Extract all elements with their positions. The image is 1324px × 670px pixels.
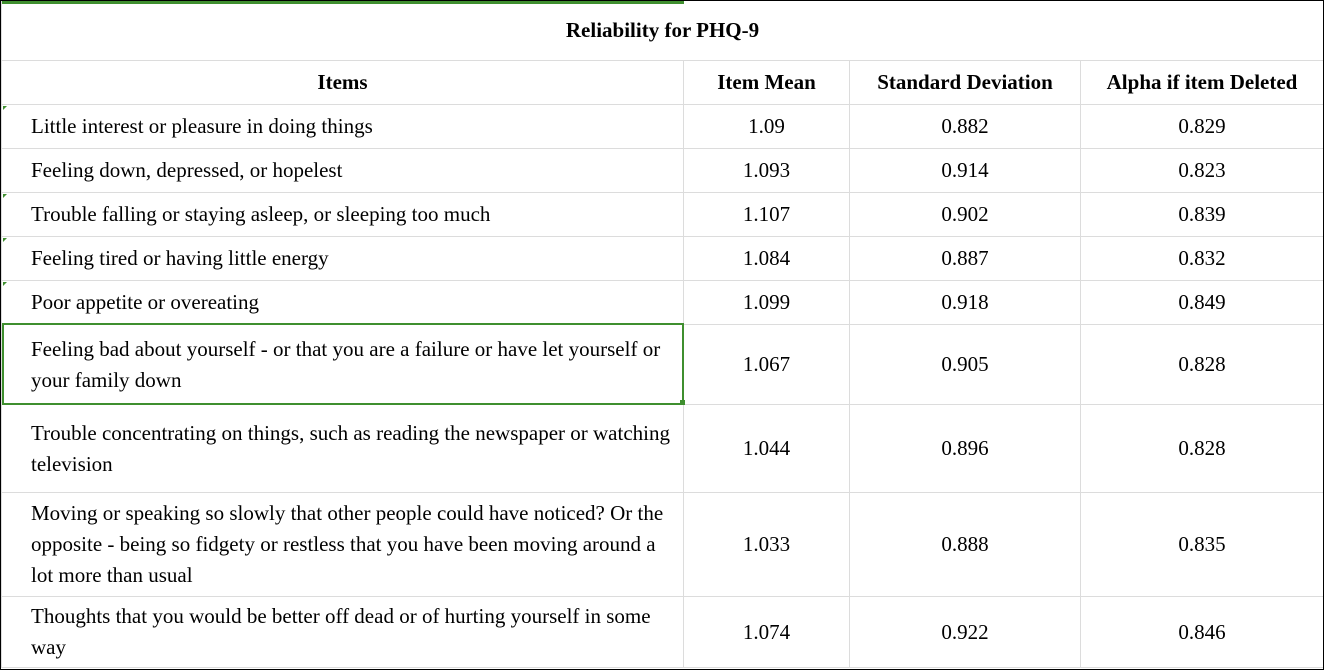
alpha-cell[interactable]: 0.828	[1079, 404, 1323, 493]
item-text: Little interest or pleasure in doing thi…	[31, 114, 373, 138]
table-row: Little interest or pleasure in doing thi…	[1, 104, 1323, 149]
alpha-cell[interactable]: 0.839	[1079, 192, 1323, 237]
sd-cell[interactable]: 0.888	[849, 492, 1081, 597]
mean-cell[interactable]: 1.033	[683, 492, 850, 597]
item-text: Moving or speaking so slowly that other …	[31, 501, 664, 587]
comment-marker-icon	[3, 194, 7, 198]
sd-cell[interactable]: 0.887	[849, 236, 1081, 281]
sd-cell[interactable]: 0.882	[849, 104, 1081, 149]
sd-cell[interactable]: 0.918	[849, 280, 1081, 325]
mean-cell[interactable]: 1.09	[683, 104, 850, 149]
item-cell[interactable]: Trouble concentrating on things, such as…	[1, 404, 684, 493]
item-cell[interactable]: Poor appetite or overeating	[1, 280, 684, 325]
header-row: Items Item Mean Standard Deviation Alpha…	[1, 60, 1323, 105]
item-text: Feeling tired or having little energy	[31, 246, 329, 270]
sd-cell[interactable]: 0.896	[849, 404, 1081, 493]
item-text: Feeling down, depressed, or hopelest	[31, 158, 343, 182]
alpha-cell[interactable]: 0.828	[1079, 324, 1323, 405]
item-cell[interactable]: Moving or speaking so slowly that other …	[1, 492, 684, 597]
alpha-cell[interactable]: 0.832	[1079, 236, 1323, 281]
table-row: Feeling tired or having little energy 1.…	[1, 236, 1323, 281]
sd-cell[interactable]: 0.905	[849, 324, 1081, 405]
table-row: Thoughts that you would be better off de…	[1, 596, 1323, 668]
item-cell[interactable]: Feeling down, depressed, or hopelest	[1, 148, 684, 193]
sd-cell[interactable]: 0.914	[849, 148, 1081, 193]
table-row: Moving or speaking so slowly that other …	[1, 492, 1323, 597]
table-row: Trouble falling or staying asleep, or sl…	[1, 192, 1323, 237]
alpha-cell[interactable]: 0.823	[1079, 148, 1323, 193]
sd-cell[interactable]: 0.922	[849, 596, 1081, 668]
mean-cell[interactable]: 1.067	[683, 324, 850, 405]
comment-marker-icon	[3, 282, 7, 286]
table-row: Trouble concentrating on things, such as…	[1, 404, 1323, 493]
mean-cell[interactable]: 1.093	[683, 148, 850, 193]
mean-cell[interactable]: 1.107	[683, 192, 850, 237]
header-standard-deviation[interactable]: Standard Deviation	[849, 60, 1081, 105]
table-row: Feeling bad about yourself - or that you…	[1, 324, 1323, 405]
table-row: Poor appetite or overeating 1.099 0.918 …	[1, 280, 1323, 325]
comment-marker-icon	[3, 106, 7, 110]
item-cell[interactable]: Little interest or pleasure in doing thi…	[1, 104, 684, 149]
mean-cell[interactable]: 1.099	[683, 280, 850, 325]
item-text: Trouble concentrating on things, such as…	[31, 420, 670, 476]
alpha-cell[interactable]: 0.849	[1079, 280, 1323, 325]
item-text: Poor appetite or overeating	[31, 290, 260, 314]
item-text: Thoughts that you would be better off de…	[31, 604, 651, 659]
item-cell[interactable]: Thoughts that you would be better off de…	[1, 596, 684, 668]
sd-cell[interactable]: 0.902	[849, 192, 1081, 237]
item-cell-selected[interactable]: Feeling bad about yourself - or that you…	[1, 324, 684, 405]
header-alpha-if-deleted[interactable]: Alpha if item Deleted	[1079, 60, 1323, 105]
header-items[interactable]: Items	[1, 60, 684, 105]
fill-handle[interactable]	[680, 400, 685, 405]
alpha-cell[interactable]: 0.846	[1079, 596, 1323, 668]
alpha-cell[interactable]: 0.835	[1079, 492, 1323, 597]
mean-cell[interactable]: 1.084	[683, 236, 850, 281]
title-row: Reliability for PHQ-9	[1, 1, 1323, 61]
item-text: Trouble falling or staying asleep, or sl…	[31, 202, 491, 226]
mean-cell[interactable]: 1.044	[683, 404, 850, 493]
table-title[interactable]: Reliability for PHQ-9	[1, 1, 1323, 61]
header-item-mean[interactable]: Item Mean	[683, 60, 850, 105]
item-cell[interactable]: Trouble falling or staying asleep, or sl…	[1, 192, 684, 237]
item-text: Feeling bad about yourself - or that you…	[31, 336, 661, 392]
table-row: Feeling down, depressed, or hopelest 1.0…	[1, 148, 1323, 193]
comment-marker-icon	[3, 238, 7, 242]
item-cell[interactable]: Feeling tired or having little energy	[1, 236, 684, 281]
alpha-cell[interactable]: 0.829	[1079, 104, 1323, 149]
mean-cell[interactable]: 1.074	[683, 596, 850, 668]
